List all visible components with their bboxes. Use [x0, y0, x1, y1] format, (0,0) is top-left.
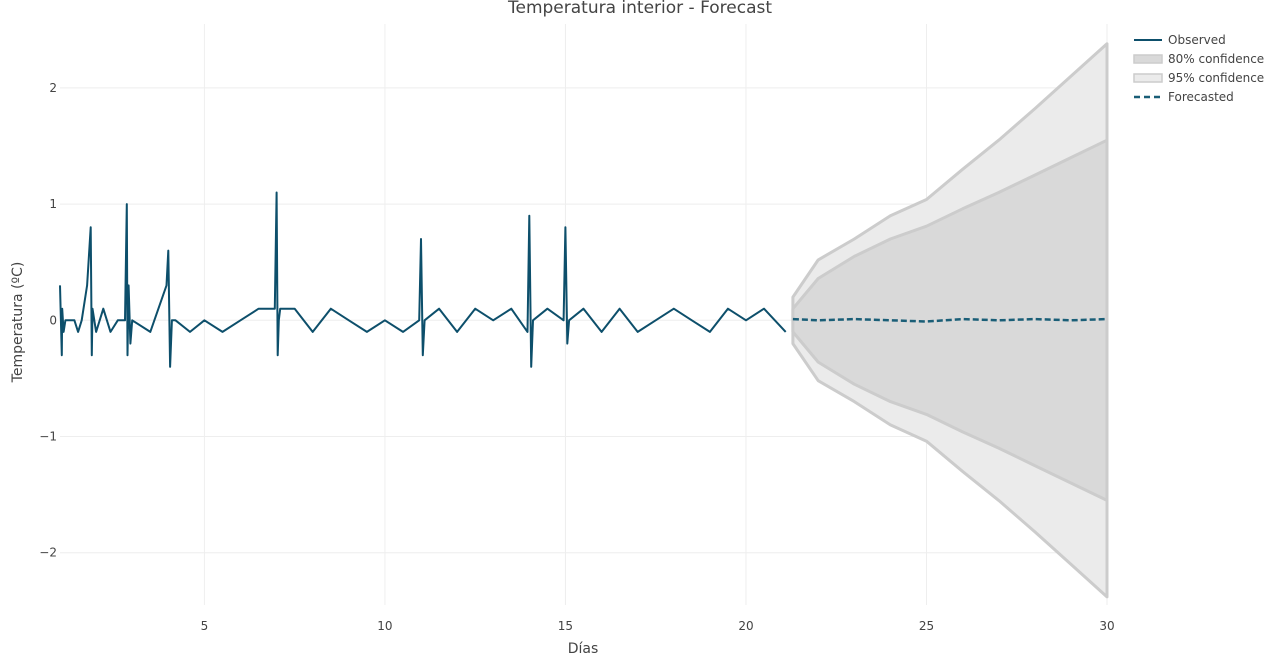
x-axis-label: Días [568, 641, 599, 657]
legend-item[interactable]: Observed [1134, 33, 1226, 47]
x-tick-label: 10 [377, 619, 392, 633]
legend-item[interactable]: Forecasted [1134, 90, 1234, 104]
y-tick-label: −2 [39, 546, 57, 560]
x-tick-label: 30 [1099, 619, 1114, 633]
legend-band-swatch [1133, 73, 1163, 83]
x-tick-label: 25 [919, 619, 934, 633]
x-tick-label: 5 [201, 619, 209, 633]
y-axis-ticks: 2 1 0 −1 −2 [39, 81, 57, 560]
x-tick-label: 20 [738, 619, 753, 633]
legend[interactable]: Observed 80% confidence 95% confidence Fore… [1133, 33, 1264, 104]
y-tick-label: 2 [49, 81, 57, 95]
legend-label: 95% confidence [1168, 71, 1264, 85]
legend-item[interactable]: 95% confidence [1133, 71, 1264, 85]
legend-label: 80% confidence [1168, 52, 1264, 66]
observed-line [59, 191, 787, 368]
x-axis-ticks: 5 10 15 20 25 30 [201, 619, 1115, 633]
y-tick-label: 1 [49, 197, 57, 211]
x-tick-label: 15 [558, 619, 573, 633]
legend-item[interactable]: 80% confidence [1133, 52, 1264, 66]
legend-band-swatch [1133, 54, 1163, 64]
series-lines [59, 191, 1108, 368]
y-tick-label: 0 [49, 313, 57, 327]
chart-title: Temperatura interior - Forecast [507, 0, 772, 18]
y-tick-label: −1 [39, 430, 57, 444]
y-axis-label: Temperatura (ºC) [10, 262, 26, 384]
legend-label: Observed [1168, 33, 1226, 47]
legend-label: Forecasted [1168, 90, 1234, 104]
